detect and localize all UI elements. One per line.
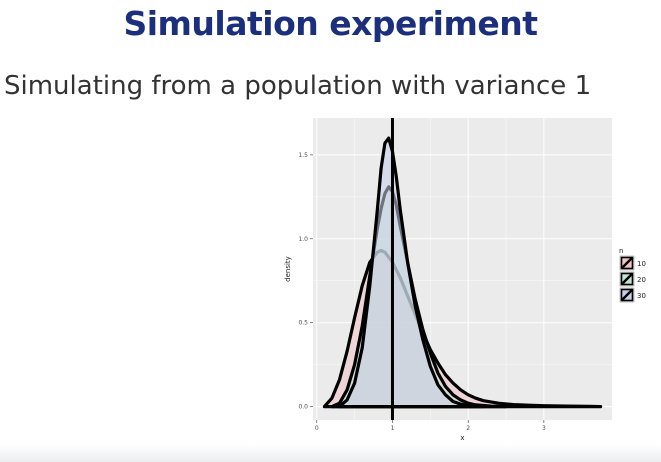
x-tick-label: 3 [542,425,546,432]
y-tick-label: 1.0 [298,236,308,243]
legend-swatch-stroke [620,288,634,302]
y-axis-ticks: 0.0 0.5 1.0 1.5 [298,152,313,411]
x-axis-ticks: 0 1 2 3 [315,420,546,432]
footer-bar [0,444,661,462]
x-axis-label: x [460,434,464,442]
legend-swatch-stroke [620,272,634,286]
legend-swatch-stroke [620,256,634,270]
legend-title: n [619,247,623,255]
y-tick-label: 0.0 [298,404,308,411]
y-tick-label: 1.5 [298,152,308,159]
legend-label-n10: 10 [637,260,646,268]
legend-label-n20: 20 [637,276,646,284]
x-tick-label: 2 [466,425,470,432]
legend: n 10 20 30 [619,247,646,303]
x-tick-label: 1 [391,425,395,432]
legend-label-n30: 30 [637,292,646,300]
slide-subtitle: Simulating from a population with varian… [4,71,592,101]
y-tick-label: 0.5 [298,320,308,327]
y-axis-label: density [284,256,292,282]
x-tick-label: 0 [315,425,319,432]
slide-title: Simulation experiment [123,4,538,43]
density-curve-n30 [337,136,485,409]
